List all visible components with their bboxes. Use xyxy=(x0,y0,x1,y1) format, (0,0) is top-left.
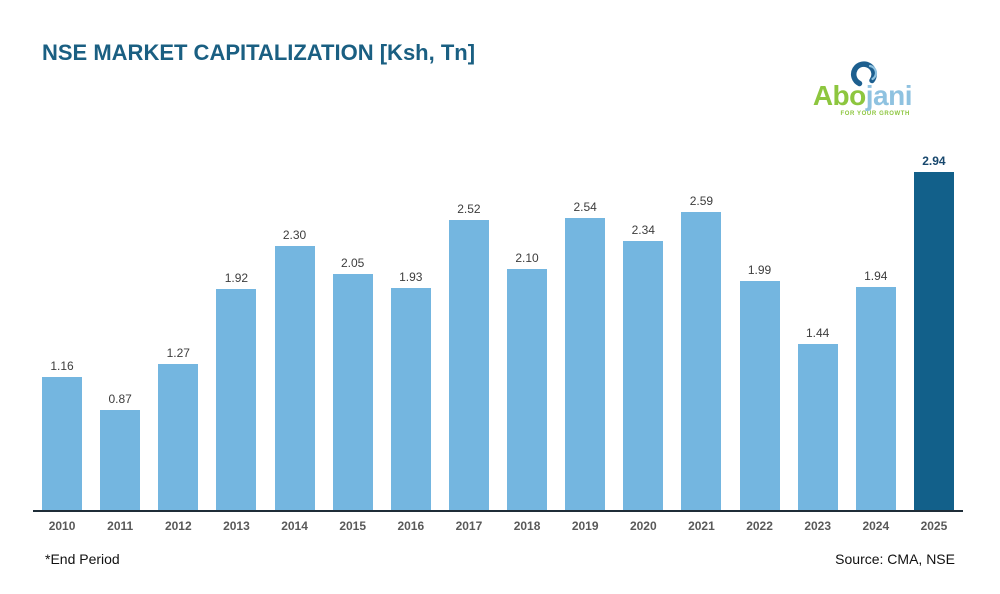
year-label: 2012 xyxy=(164,519,192,533)
bar-value-label: 2.52 xyxy=(457,202,481,216)
bar xyxy=(739,281,780,510)
year-label: 2011 xyxy=(107,519,134,533)
bar xyxy=(158,364,199,510)
bar-value-label: 1.27 xyxy=(166,346,190,360)
bar-group-2010: 1.16 xyxy=(33,140,91,510)
bar-value-label: 2.94 xyxy=(922,154,946,168)
bars-area: 1.16 0.87 1.27 1.92 2.30 2.05 1.93 2.52 2.10 2.54… xyxy=(33,140,963,510)
bar-group-2021: 2.59 xyxy=(672,140,730,510)
year-label: 2016 xyxy=(397,519,425,533)
year-label: 2017 xyxy=(455,519,483,533)
bar xyxy=(797,344,838,510)
year-label: 2022 xyxy=(746,519,773,533)
bar-value-label: 1.16 xyxy=(50,359,74,373)
logo-text-abo: Abo xyxy=(812,80,866,111)
bar-group-2024: 1.94 xyxy=(847,140,905,510)
chart-title: NSE MARKET CAPITALIZATION [Ksh, Tn] xyxy=(42,40,476,65)
bar-group-2018: 2.10 xyxy=(498,140,556,510)
bar-group-2025: 2.94 xyxy=(905,140,963,510)
end-period-note: *End Period xyxy=(45,551,120,567)
year-label: 2019 xyxy=(571,519,599,533)
year-label: 2021 xyxy=(688,519,715,533)
bar-group-2020: 2.34 xyxy=(614,140,672,510)
bar-value-label: 1.92 xyxy=(224,271,249,285)
bar xyxy=(565,218,606,510)
logo-text-jani: jani xyxy=(865,80,913,111)
bar-group-2011: 0.87 xyxy=(91,140,149,510)
bar xyxy=(507,269,548,510)
bar-value-label: 1.44 xyxy=(806,326,830,340)
source-note: Source: CMA, NSE xyxy=(835,551,955,567)
bar-group-2012: 1.27 xyxy=(149,140,207,510)
year-label: 2014 xyxy=(281,519,308,533)
year-label: 2025 xyxy=(920,519,948,533)
bar xyxy=(274,246,315,510)
bar-value-label: 1.94 xyxy=(864,269,888,283)
year-label: 2020 xyxy=(629,519,657,533)
bar-value-label: 2.10 xyxy=(515,251,539,265)
bar xyxy=(390,288,431,510)
bar-value-label: 1.93 xyxy=(399,270,423,284)
bar-value-label: 2.54 xyxy=(573,200,597,214)
bar xyxy=(681,212,722,510)
bar-value-label: 1.99 xyxy=(747,263,772,277)
bar xyxy=(216,289,257,510)
bar-group-2013: 1.92 xyxy=(207,140,265,510)
bar-group-2016: 1.93 xyxy=(382,140,440,510)
bar-value-label: 0.87 xyxy=(108,392,132,406)
bar xyxy=(855,287,896,510)
bar-group-2022: 1.99 xyxy=(731,140,789,510)
logo-tagline: FOR YOUR GROWTH xyxy=(840,111,910,117)
year-label: 2013 xyxy=(223,519,250,533)
bar-chart: 1.16 0.87 1.27 1.92 2.30 2.05 1.93 2.52 2.10 2.54… xyxy=(33,140,963,533)
year-label: 2010 xyxy=(48,519,76,533)
bar xyxy=(448,220,489,510)
bar-value-label: 2.34 xyxy=(631,223,655,237)
year-label: 2015 xyxy=(339,519,367,533)
bar-value-label: 2.05 xyxy=(341,256,365,270)
bar xyxy=(913,172,954,510)
logo-swirl-icon xyxy=(850,61,878,87)
bar-group-2015: 2.05 xyxy=(324,140,382,510)
bar xyxy=(332,274,373,510)
bar-value-label: 2.59 xyxy=(689,194,714,208)
bar xyxy=(623,241,664,510)
bar-group-2019: 2.54 xyxy=(556,140,614,510)
x-axis-labels: 2010 2011 2012 2013 2014 2015 2016 2017 2018 2019… xyxy=(33,512,963,533)
x-axis-line xyxy=(33,510,963,512)
year-label: 2018 xyxy=(513,519,541,533)
bar xyxy=(42,377,83,510)
bar-value-label: 2.30 xyxy=(282,228,307,242)
bar-group-2017: 2.52 xyxy=(440,140,498,510)
year-label: 2023 xyxy=(804,519,832,533)
year-label: 2024 xyxy=(862,519,890,533)
logo-wordmark: Abojani xyxy=(772,80,913,111)
bar-group-2023: 1.44 xyxy=(789,140,847,510)
abojani-logo: Abojani FOR YOUR GROWTH xyxy=(772,60,913,117)
bar-group-2014: 2.30 xyxy=(266,140,324,510)
bar xyxy=(100,410,141,510)
